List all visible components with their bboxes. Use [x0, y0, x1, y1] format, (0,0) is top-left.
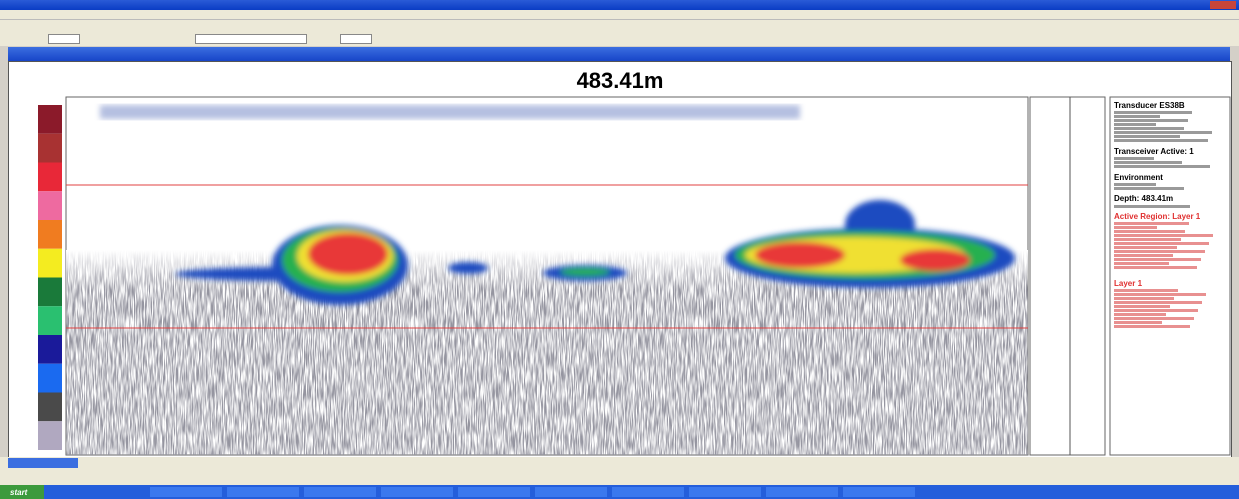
color-swatch [38, 363, 62, 393]
info-line [1114, 139, 1208, 142]
start-label: start [10, 488, 28, 497]
info-line [1114, 325, 1190, 328]
info-panel-frame [1109, 96, 1231, 456]
info-line [1114, 127, 1184, 130]
info-line [1114, 115, 1160, 118]
info-line [1114, 262, 1169, 265]
color-swatch [38, 392, 62, 422]
depth-readout: 483.41m [576, 68, 664, 93]
info-line [1114, 305, 1170, 308]
info-line [1114, 183, 1156, 186]
info-heading: Environment [1114, 173, 1163, 182]
app-title-bar [0, 0, 1239, 10]
color-swatch [38, 191, 62, 220]
mode-select[interactable] [340, 34, 372, 44]
info-line [1114, 293, 1206, 296]
info-line [1114, 266, 1197, 269]
info-line [1114, 230, 1185, 233]
info-line [1114, 289, 1178, 292]
minimized-window[interactable] [8, 458, 78, 468]
start-button[interactable] [0, 485, 44, 499]
info-heading: Transducer ES38B [1114, 101, 1185, 110]
info-line [1114, 317, 1194, 320]
info-line [1114, 157, 1154, 160]
info-line [1114, 309, 1198, 312]
info-heading: Depth: 483.41m [1114, 194, 1174, 203]
info-heading: Transceiver Active: 1 [1114, 147, 1194, 156]
color-swatch [38, 421, 62, 450]
info-line [1114, 254, 1173, 257]
info-line [1114, 242, 1209, 245]
color-swatch [38, 335, 62, 364]
task-button[interactable] [535, 487, 607, 497]
color-swatch [38, 277, 62, 307]
task-button[interactable] [381, 487, 453, 497]
info-line [1114, 238, 1181, 241]
status-bar [0, 457, 1239, 485]
info-line [1114, 297, 1174, 300]
task-button[interactable] [612, 487, 684, 497]
info-line [1114, 187, 1184, 190]
color-swatch [38, 248, 62, 278]
info-line [1114, 250, 1205, 253]
color-scale [38, 105, 62, 450]
info-line [1114, 313, 1166, 316]
task-button[interactable] [766, 487, 838, 497]
side-strip [1029, 96, 1106, 456]
task-button[interactable] [227, 487, 299, 497]
color-swatch [38, 133, 62, 163]
task-button[interactable] [689, 487, 761, 497]
info-line [1114, 119, 1188, 122]
color-swatch [38, 306, 62, 335]
info-line [1114, 226, 1157, 229]
task-button[interactable] [458, 487, 530, 497]
info-line [1114, 222, 1189, 225]
color-swatch [38, 162, 62, 192]
info-panel: Transducer ES38B Transceiver Active: 1 E… [1110, 97, 1230, 455]
info-line [1114, 135, 1180, 138]
echogram-window-title [8, 47, 1230, 61]
task-button[interactable] [150, 487, 222, 497]
info-line [1114, 131, 1212, 134]
info-line [1114, 111, 1192, 114]
color-swatch [38, 220, 62, 249]
toolbar [0, 19, 1239, 46]
task-button[interactable] [304, 487, 376, 497]
toolbar-field[interactable] [48, 34, 80, 44]
info-line [1114, 321, 1162, 324]
info-line [1114, 123, 1156, 126]
color-swatch [38, 105, 62, 134]
surface-band [100, 105, 800, 119]
menu-bar [0, 10, 1239, 19]
task-button[interactable] [843, 487, 915, 497]
info-line [1114, 246, 1177, 249]
info-line [1114, 258, 1201, 261]
info-line [1114, 165, 1210, 168]
fish-schools [175, 200, 1015, 305]
info-heading: Layer 1 [1114, 279, 1143, 288]
info-line [1114, 205, 1190, 208]
close-button[interactable] [1210, 1, 1236, 9]
info-line [1114, 234, 1213, 237]
task-buttons [150, 487, 915, 497]
info-heading: Active Region: Layer 1 [1114, 212, 1201, 221]
info-line [1114, 161, 1182, 164]
channel-select[interactable] [195, 34, 307, 44]
info-line [1114, 301, 1202, 304]
